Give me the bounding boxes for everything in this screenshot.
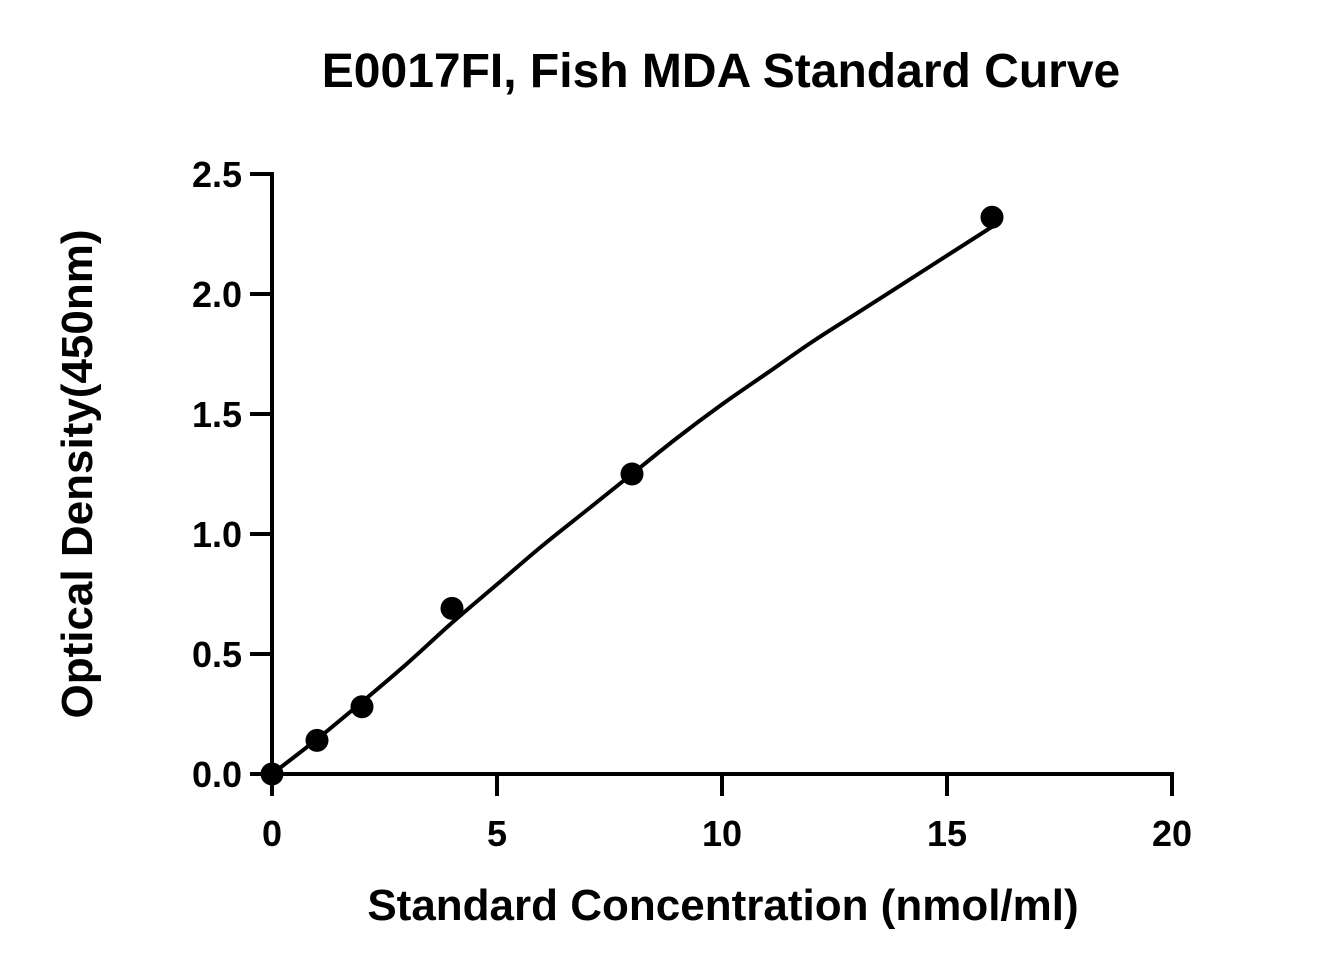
x-tick-label: 15 bbox=[927, 813, 967, 854]
data-points bbox=[260, 205, 1004, 786]
axes: 0.0 0.5 1.0 1.5 2.0 2.5 0 5 10 15 20 bbox=[192, 154, 1192, 854]
data-point bbox=[440, 596, 464, 620]
x-tick-label: 0 bbox=[262, 813, 282, 854]
y-tick-label: 1.0 bbox=[192, 514, 242, 555]
x-tick-label: 10 bbox=[702, 813, 742, 854]
y-tick-label: 1.5 bbox=[192, 394, 242, 435]
y-tick-label: 0.5 bbox=[192, 634, 242, 675]
chart-title: E0017FI, Fish MDA Standard Curve bbox=[321, 45, 1121, 98]
x-tick-label: 20 bbox=[1152, 813, 1192, 854]
y-tick-label: 0.0 bbox=[192, 754, 242, 795]
data-point bbox=[350, 695, 374, 719]
y-tick-label: 2.0 bbox=[192, 274, 242, 315]
data-point bbox=[305, 728, 329, 752]
y-tick-label: 2.5 bbox=[192, 154, 242, 195]
data-point bbox=[260, 762, 284, 786]
fit-curve bbox=[270, 224, 994, 776]
y-axis-label: Optical Density(450nm) bbox=[53, 229, 102, 718]
fit-curve-group bbox=[270, 224, 994, 776]
x-axis-label: Standard Concentration (nmol/ml) bbox=[367, 881, 1078, 930]
data-point bbox=[620, 462, 644, 486]
x-tick-label: 5 bbox=[487, 813, 507, 854]
data-point bbox=[980, 205, 1004, 229]
